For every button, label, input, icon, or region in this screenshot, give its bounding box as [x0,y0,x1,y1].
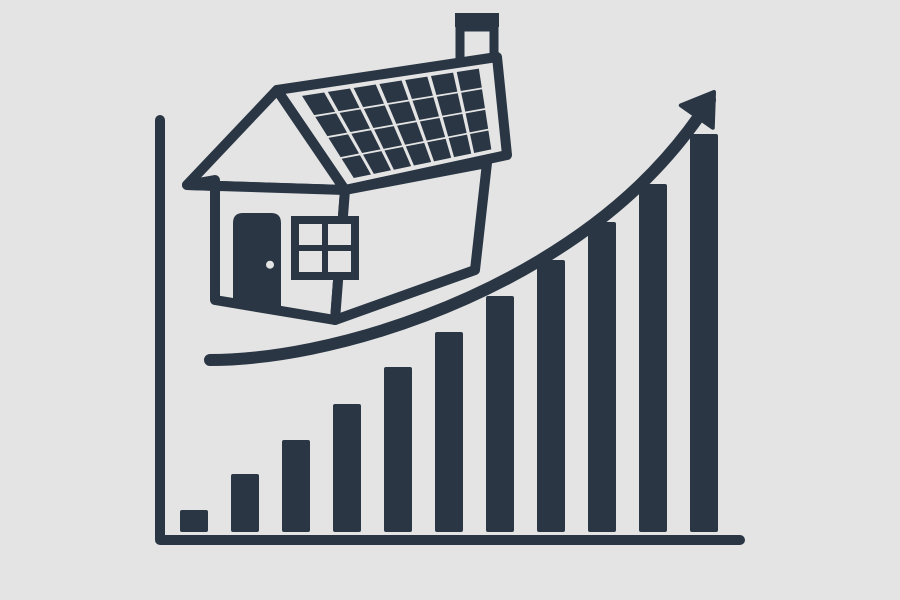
bar [537,260,565,532]
bar [690,134,718,532]
bar [588,222,616,532]
bar [282,440,310,532]
bar [639,184,667,532]
solar-cell [466,110,489,132]
bar [435,332,463,532]
bar [231,474,259,532]
door-knob [266,261,274,269]
solar-cell [457,69,482,91]
growth-infographic [0,0,900,600]
solar-cell [461,89,485,111]
bar [333,404,361,532]
door [233,213,281,313]
bar [180,510,208,532]
bar [384,367,412,532]
bar [486,296,514,532]
solar-house-icon [187,13,507,320]
